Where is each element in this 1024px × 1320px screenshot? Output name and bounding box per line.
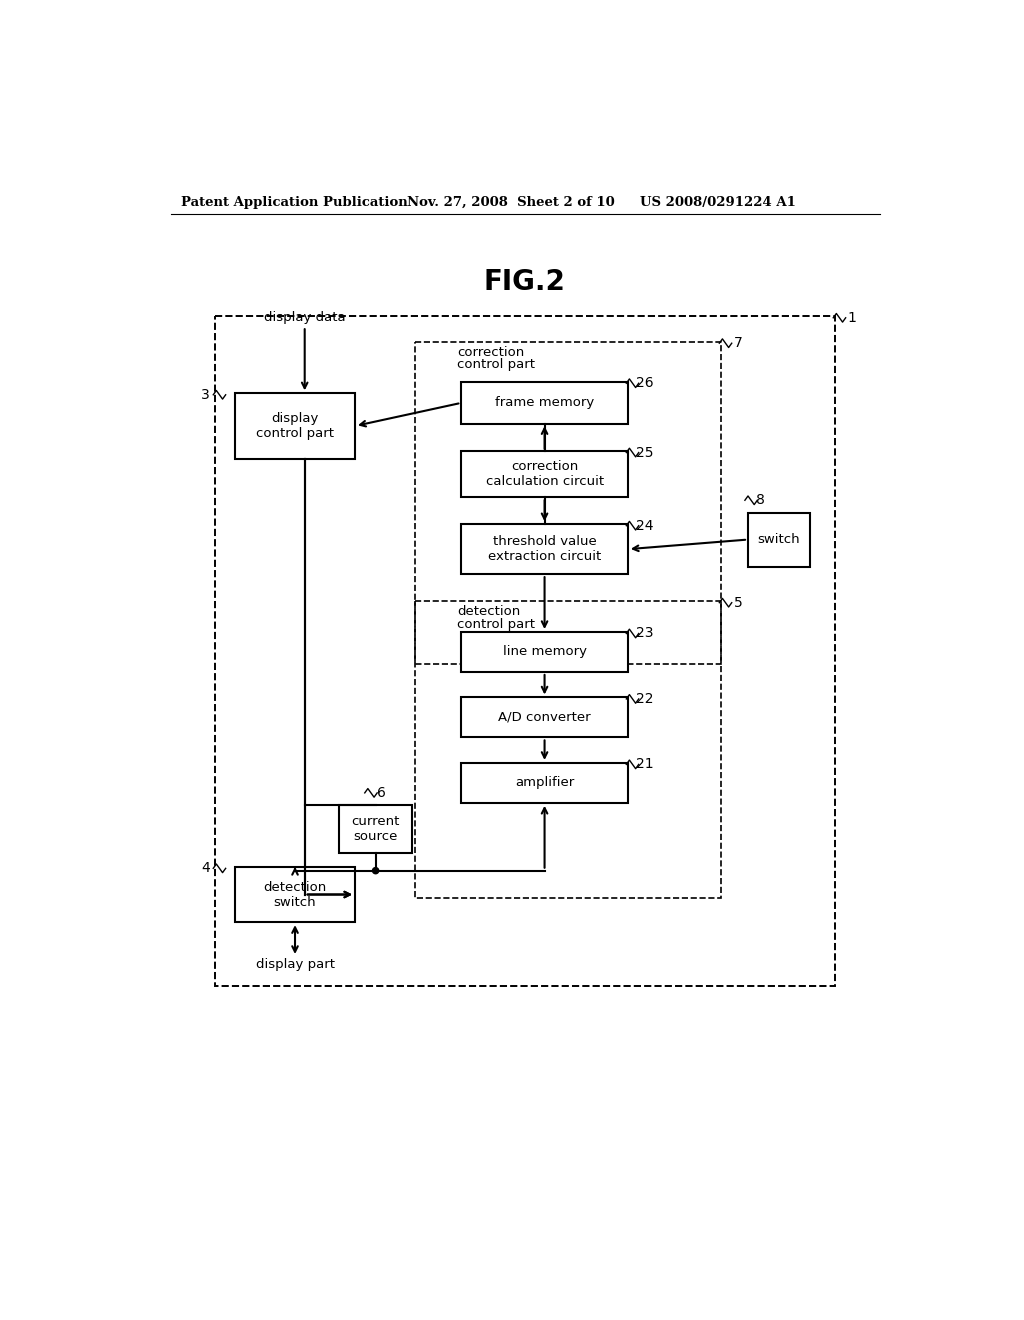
Text: 5: 5 [733,595,742,610]
Bar [461,697,628,738]
Text: line memory: line memory [503,645,587,659]
Text: 3: 3 [202,388,210,401]
Text: control part: control part [458,358,536,371]
Text: US 2008/0291224 A1: US 2008/0291224 A1 [640,195,796,209]
Text: 4: 4 [202,862,210,875]
Text: detection: detection [458,606,520,619]
Text: 6: 6 [378,785,386,800]
Bar [234,867,355,923]
Text: correction: correction [458,346,524,359]
Text: detection
switch: detection switch [263,880,327,908]
Text: 1: 1 [848,310,856,325]
Text: 25: 25 [636,446,653,459]
Circle shape [373,867,379,874]
Text: threshold value
extraction circuit: threshold value extraction circuit [488,535,601,564]
Text: FIG.2: FIG.2 [484,268,565,296]
Text: Patent Application Publication: Patent Application Publication [180,195,408,209]
Text: 21: 21 [636,758,653,771]
Text: 24: 24 [636,519,653,533]
Bar [461,451,628,498]
Bar [461,381,628,424]
Bar [461,763,628,803]
Text: correction
calculation circuit: correction calculation circuit [485,461,603,488]
Bar [415,342,721,664]
Text: 23: 23 [636,627,653,640]
Bar [461,632,628,672]
Bar [461,524,628,574]
Text: Nov. 27, 2008  Sheet 2 of 10: Nov. 27, 2008 Sheet 2 of 10 [407,195,614,209]
Text: amplifier: amplifier [515,776,574,789]
Text: 26: 26 [636,376,653,391]
Bar [415,601,721,898]
Text: display part: display part [256,958,335,972]
Text: display
control part: display control part [256,412,334,440]
Text: 22: 22 [636,692,653,706]
Text: switch: switch [758,533,801,546]
Bar [215,317,835,986]
Text: display data: display data [264,312,345,323]
Bar [339,805,413,853]
Text: 8: 8 [756,494,765,507]
Bar [748,512,810,566]
Text: current
source: current source [351,814,399,843]
Text: A/D converter: A/D converter [499,711,591,723]
Text: 7: 7 [733,337,742,350]
Text: control part: control part [458,618,536,631]
Bar [234,393,355,459]
Text: frame memory: frame memory [495,396,594,409]
